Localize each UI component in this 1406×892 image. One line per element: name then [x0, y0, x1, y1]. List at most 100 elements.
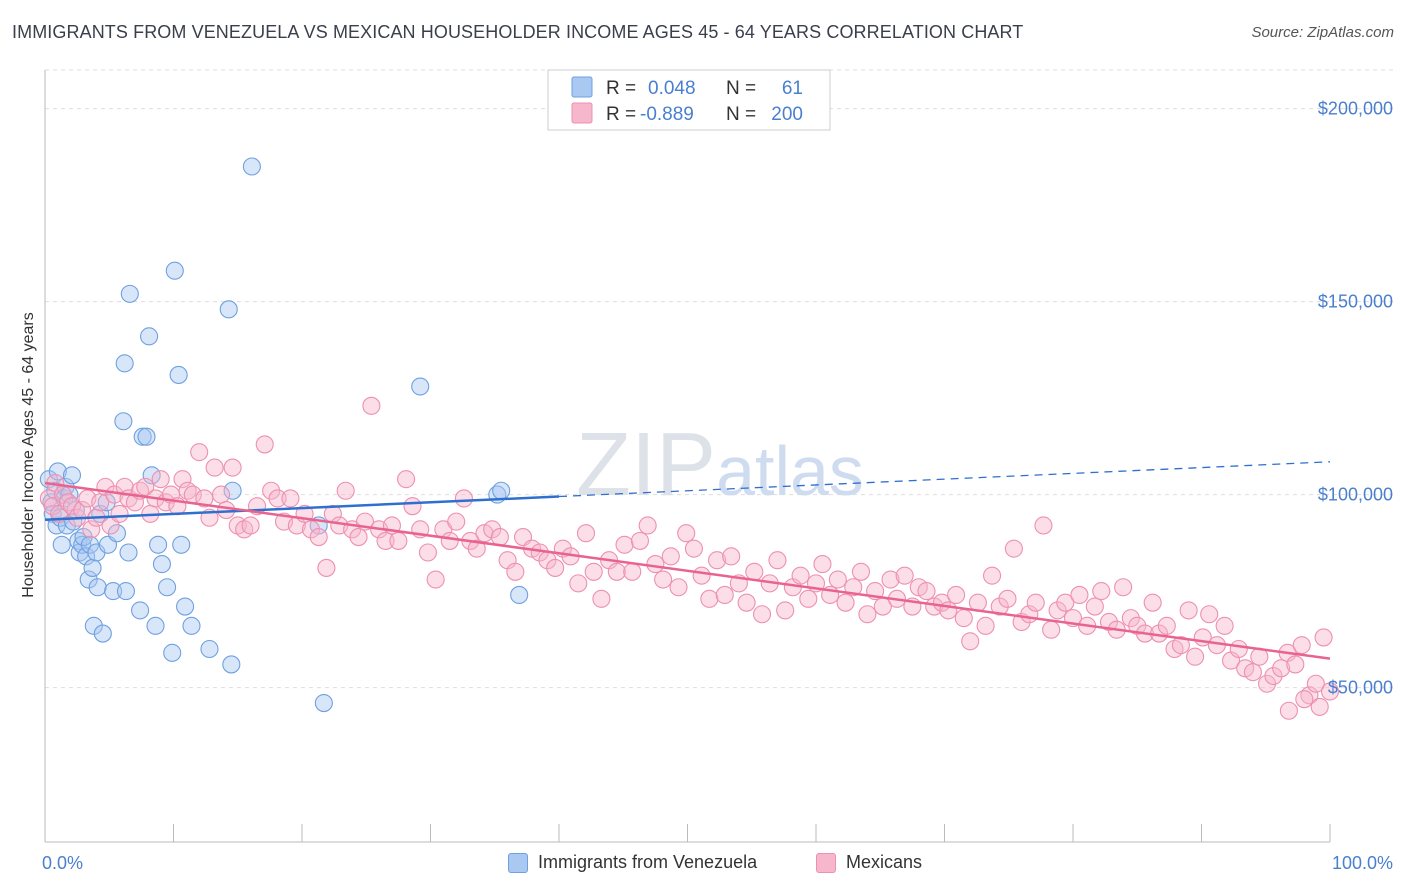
mexicans-point — [190, 443, 209, 462]
venezuela-point — [182, 616, 201, 635]
venezuela-point — [219, 300, 238, 319]
mexicans-point — [722, 547, 741, 566]
venezuela-point — [242, 157, 261, 176]
mexicans-point — [151, 470, 170, 489]
venezuela-point — [146, 616, 165, 635]
mexicans-point — [828, 570, 847, 589]
mexicans-point — [136, 477, 155, 496]
mexicans-point — [1171, 636, 1190, 655]
watermark-atlas: atlas — [716, 432, 864, 510]
venezuela-point — [97, 493, 116, 512]
venezuela-point — [120, 284, 139, 303]
venezuela-point — [115, 354, 134, 373]
mexicans-point — [255, 435, 274, 454]
series-venezuela-points — [39, 157, 529, 713]
mexicans-point — [403, 497, 422, 516]
venezuela-point — [116, 582, 136, 601]
mexicans-point — [1310, 697, 1329, 716]
mexicans-point — [692, 566, 711, 585]
mexicans-point — [426, 570, 445, 589]
mexicans-point — [336, 481, 355, 500]
venezuela-point — [152, 555, 171, 574]
mexicans-point — [961, 632, 980, 651]
venezuela-point — [77, 547, 96, 566]
mexicans-point — [1034, 516, 1053, 535]
venezuela-point — [172, 535, 191, 554]
mexicans-point — [506, 562, 525, 581]
venezuela-point — [52, 535, 71, 554]
mexicans-point — [844, 578, 863, 597]
mexicans-point — [1042, 620, 1061, 639]
mexicans-point — [1179, 601, 1198, 620]
mexicans-point — [1200, 605, 1219, 624]
mexicans-point — [115, 477, 134, 496]
legend-n-label: N = — [726, 104, 756, 125]
mexicans-point — [677, 524, 696, 543]
venezuela-point — [83, 558, 102, 577]
mexicans-point — [982, 566, 1002, 585]
mexicans-point — [607, 562, 626, 581]
legend-label-venezuela: Immigrants from Venezuela — [538, 852, 758, 872]
venezuela-point — [48, 462, 67, 481]
mexicans-point — [669, 578, 688, 597]
legend-r-label: R = — [606, 104, 636, 125]
mexicans-point — [1292, 636, 1311, 655]
mexicans-point — [349, 528, 368, 547]
venezuela-point — [169, 365, 188, 384]
correlation-legend: R = 0.048 N = 61 R = -0.889 N = 200 — [547, 69, 831, 131]
mexicans-point — [615, 535, 634, 554]
mexicans-point — [768, 551, 787, 570]
mexicans-point — [1243, 663, 1262, 682]
y-tick-label: $200,000 — [1318, 99, 1393, 119]
mexicans-point — [684, 539, 703, 558]
venezuela-point — [73, 535, 92, 554]
mexicans-point — [440, 531, 459, 550]
mexicans-point — [1286, 655, 1305, 674]
mexicans-point — [1186, 647, 1205, 666]
mexicans-point — [799, 589, 818, 608]
y-tick-label: $50,000 — [1328, 678, 1393, 698]
series-mexicans-points — [39, 396, 1340, 720]
venezuela-point — [114, 412, 133, 431]
mexicans-point — [990, 597, 1009, 616]
venezuela-point — [314, 693, 333, 713]
venezuela-point — [137, 427, 156, 446]
mexicans-point — [715, 585, 734, 605]
venezuela-point — [140, 327, 159, 346]
axes — [44, 70, 1331, 843]
venezuela-point — [510, 585, 529, 605]
mexicans-point — [623, 562, 642, 581]
mexicans-point — [389, 531, 408, 550]
y-tick-label: $150,000 — [1318, 292, 1393, 312]
mexicans-point — [173, 470, 192, 489]
mexicans-point — [881, 570, 900, 589]
mexicans-point — [241, 516, 260, 535]
venezuela-trend-line — [44, 495, 560, 521]
mexicans-point — [1320, 682, 1340, 701]
mexicans-point — [708, 551, 727, 570]
mexicans-point — [1026, 593, 1045, 612]
mexicans-point — [301, 520, 321, 539]
mexicans-point — [376, 531, 395, 550]
mexicans-point — [1314, 628, 1333, 647]
venezuela-point — [93, 624, 112, 643]
mexicans-point — [205, 458, 224, 477]
mexicans-point — [851, 562, 871, 581]
mexicans-point — [813, 555, 832, 574]
mexicans-point — [397, 470, 416, 489]
mexicans-point — [362, 396, 381, 415]
venezuela-point — [163, 643, 182, 662]
mexicans-point — [1157, 616, 1176, 635]
mexicans-point — [483, 520, 502, 539]
mexicans-point — [791, 566, 810, 585]
legend-swatch-mexicans — [816, 852, 836, 873]
legend-swatch-venezuela — [571, 76, 593, 98]
chart-title: IMMIGRANTS FROM VENEZUELA VS MEXICAN HOU… — [12, 22, 1024, 42]
mexicans-point — [317, 558, 336, 577]
mexicans-point — [976, 616, 995, 635]
mexicans-point — [1056, 593, 1075, 612]
x-tick-labels: 0.0% 100.0% — [42, 853, 1393, 873]
source-label: Source: ZipAtlas.com — [1251, 24, 1394, 41]
venezuela-point — [200, 639, 219, 659]
mexicans-point — [1092, 582, 1111, 601]
